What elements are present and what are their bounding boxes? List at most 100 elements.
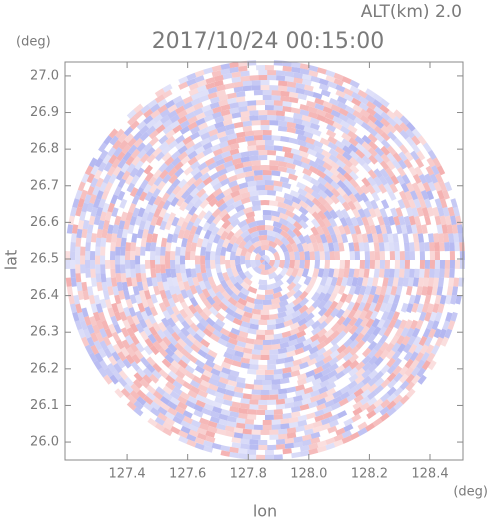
field-cell — [157, 406, 168, 416]
field-cell — [405, 121, 416, 132]
field-cell — [222, 113, 233, 121]
field-cell — [77, 312, 85, 322]
y-tick-label: 26.7 — [30, 178, 59, 193]
field-cell — [168, 336, 178, 346]
field-cell — [247, 221, 258, 229]
field-cell — [205, 260, 211, 269]
field-cell — [106, 343, 116, 354]
field-cell — [177, 145, 188, 155]
field-cell — [272, 226, 283, 234]
field-cell — [367, 113, 378, 124]
field-cell — [151, 277, 158, 287]
field-cell — [231, 152, 242, 160]
field-cell — [310, 226, 320, 237]
field-cell — [229, 107, 239, 114]
field-cell — [121, 339, 131, 350]
field-cell — [325, 233, 333, 244]
field-cell — [153, 195, 163, 206]
y-tick-label: 27.0 — [30, 68, 59, 83]
field-cell — [286, 289, 296, 299]
field-cell — [348, 185, 358, 196]
field-cell — [174, 167, 185, 178]
field-cell — [171, 305, 181, 316]
field-cell — [143, 345, 153, 356]
field-cell — [268, 260, 276, 268]
field-cell — [229, 61, 239, 69]
field-cell — [273, 251, 280, 260]
field-cell — [82, 219, 90, 230]
field-cell — [115, 128, 125, 139]
field-cell — [115, 237, 122, 247]
field-cell — [370, 310, 379, 321]
field-cell — [285, 267, 294, 277]
field-cell — [432, 157, 442, 168]
field-cell — [95, 255, 101, 265]
field-cell — [120, 273, 127, 283]
field-cell — [108, 323, 117, 334]
field-cell — [77, 198, 85, 208]
field-cell — [247, 185, 257, 192]
field-cell — [203, 403, 214, 411]
field-cell — [251, 313, 261, 320]
field-cell — [240, 70, 250, 77]
field-cell — [179, 255, 186, 265]
field-cell — [288, 333, 299, 342]
field-cell — [231, 157, 242, 166]
field-cell — [240, 362, 251, 369]
field-cell — [273, 409, 283, 415]
field-cell — [133, 137, 144, 148]
field-cell — [336, 153, 347, 163]
y-axis-label: lat — [2, 250, 21, 271]
field-cell — [284, 76, 295, 83]
field-cell — [280, 229, 290, 239]
field-cell — [280, 423, 290, 430]
field-cell — [172, 386, 183, 396]
field-cell — [293, 72, 303, 79]
field-cell — [224, 286, 234, 297]
field-cell — [380, 399, 391, 409]
field-cell — [172, 185, 182, 196]
y-tick-label: 26.4 — [30, 288, 59, 303]
field-cell — [238, 448, 248, 455]
field-cell — [445, 312, 453, 322]
field-cell — [193, 107, 204, 116]
field-cell — [322, 349, 333, 359]
field-cell — [235, 247, 243, 257]
field-cell — [353, 394, 364, 404]
field-cell — [212, 111, 222, 119]
field-cell — [222, 272, 230, 282]
field-cell — [135, 186, 145, 197]
field-cell — [316, 114, 327, 123]
field-cell — [349, 331, 359, 342]
field-cell — [240, 246, 248, 257]
field-cell — [193, 311, 203, 322]
field-cell — [231, 442, 241, 449]
field-cell — [258, 279, 268, 285]
field-cell — [448, 277, 455, 287]
field-cell — [238, 325, 249, 333]
field-cell — [310, 339, 321, 349]
field-cell — [225, 313, 235, 323]
field-cell — [218, 418, 229, 426]
field-cell — [343, 87, 354, 97]
field-cell — [366, 294, 375, 304]
field-cell — [333, 78, 344, 87]
field-cell — [379, 302, 388, 313]
field-cell — [173, 349, 184, 359]
field-cell — [207, 221, 217, 232]
x-tick-label: 128.0 — [290, 467, 327, 482]
field-cell — [165, 242, 172, 252]
field-cell — [220, 230, 229, 241]
field-cell — [134, 160, 144, 171]
field-cell — [158, 369, 169, 379]
field-cell — [177, 359, 188, 369]
field-cell — [267, 75, 277, 81]
field-cell — [66, 224, 74, 234]
field-cell — [208, 197, 219, 207]
field-cell — [408, 166, 418, 177]
field-cell — [74, 189, 83, 200]
field-cell — [137, 302, 146, 313]
field-cell — [158, 134, 169, 145]
field-cell — [157, 412, 168, 422]
field-cell — [358, 96, 369, 106]
